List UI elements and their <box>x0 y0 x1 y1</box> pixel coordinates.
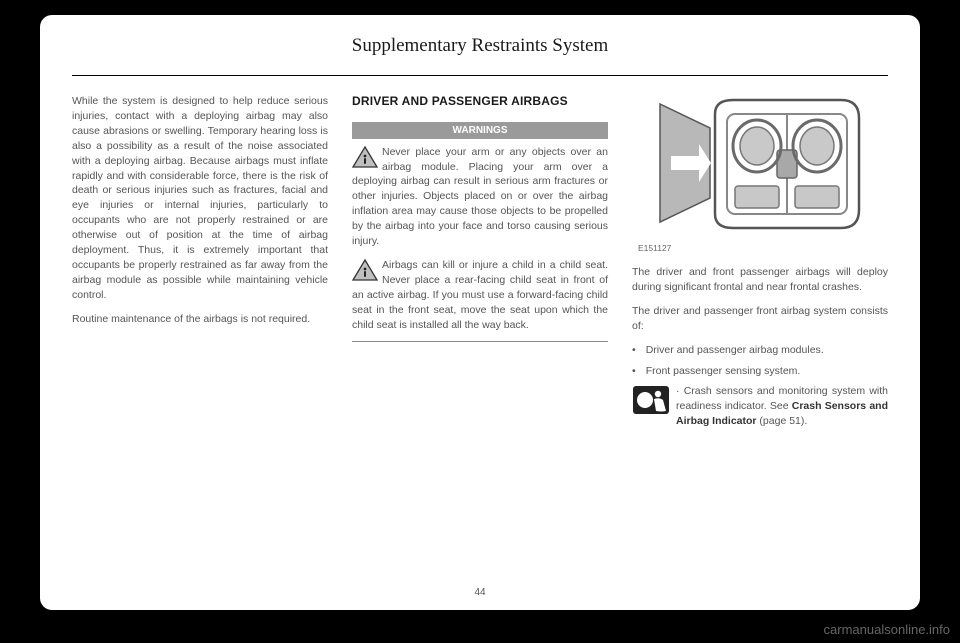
list-item-text: Driver and passenger airbag modules. <box>646 343 824 358</box>
warning-text: Never place your arm or any objects over… <box>352 146 608 247</box>
figure-caption: E151127 <box>638 243 888 253</box>
page-number: 44 <box>40 587 920 598</box>
bullet-icon: • <box>632 343 636 358</box>
manual-page: Supplementary Restraints System While th… <box>40 15 920 610</box>
warning-triangle-icon <box>352 259 378 281</box>
icon-paragraph-tail: (page 51). <box>757 415 808 427</box>
warning-block: Airbags can kill or injure a child in a … <box>352 258 608 333</box>
watermark: carmanualsonline.info <box>824 622 950 637</box>
bullet-list: • Driver and passenger airbag modules. •… <box>632 343 888 379</box>
bullet-icon: • <box>632 364 636 379</box>
warning-block: Never place your arm or any objects over… <box>352 145 608 249</box>
body-paragraph: While the system is designed to help red… <box>72 94 328 303</box>
warning-triangle-icon <box>352 146 378 168</box>
divider <box>72 75 888 76</box>
icon-paragraph: · Crash sensors and monitoring system wi… <box>632 384 888 429</box>
body-paragraph: Routine maintenance of the airbags is no… <box>72 312 328 327</box>
figure <box>632 94 888 239</box>
page-title: Supplementary Restraints System <box>72 35 888 57</box>
warnings-header: WARNINGS <box>352 122 608 139</box>
list-item: • Front passenger sensing system. <box>632 364 888 379</box>
section-rule <box>352 341 608 342</box>
body-paragraph: The driver and front passenger airbags w… <box>632 265 888 295</box>
column-1: While the system is designed to help red… <box>72 94 328 429</box>
list-item: • Driver and passenger airbag modules. <box>632 343 888 358</box>
occupant-airbag-icon <box>632 385 670 415</box>
list-item-text: Front passenger sensing system. <box>646 364 801 379</box>
section-heading: DRIVER AND PASSENGER AIRBAGS <box>352 94 608 110</box>
warning-text: Airbags can kill or injure a child in a … <box>352 259 608 331</box>
airbag-diagram-icon <box>655 94 865 234</box>
column-3: E151127 The driver and front passenger a… <box>632 94 888 429</box>
columns: While the system is designed to help red… <box>72 94 888 429</box>
body-paragraph: The driver and passenger front airbag sy… <box>632 304 888 334</box>
column-2: DRIVER AND PASSENGER AIRBAGS WARNINGS Ne… <box>352 94 608 429</box>
